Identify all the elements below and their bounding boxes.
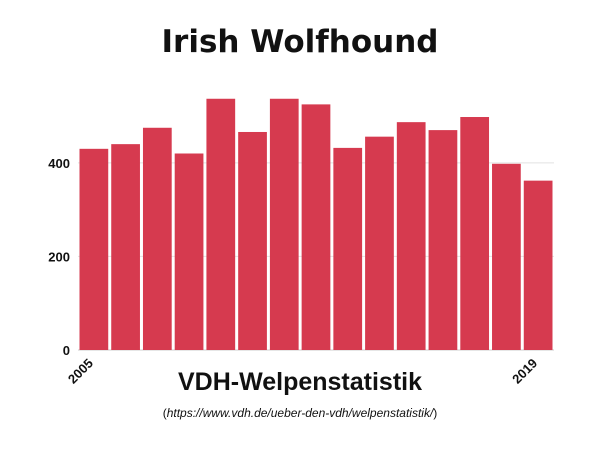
bar-2007: [142, 127, 172, 351]
bar-2012: [301, 104, 331, 351]
bar-2011: [269, 98, 299, 350]
bar-2013: [333, 147, 363, 350]
y-tick-label: 0: [63, 343, 70, 358]
source-title: VDH-Welpenstatistik: [177, 368, 423, 396]
bar-2005: [79, 148, 109, 350]
bar-2019: [523, 180, 553, 350]
bar-2016: [428, 130, 458, 350]
bar-2018: [492, 163, 521, 350]
y-tick-label: 400: [48, 156, 70, 171]
chart-title: Irish Wolfhound: [161, 24, 439, 60]
bars: [79, 98, 553, 351]
bar-2009: [206, 98, 236, 350]
bar-2006: [111, 144, 140, 350]
paren-open: (: [162, 406, 167, 420]
bar-2008: [174, 153, 204, 350]
bar-2017: [460, 117, 490, 350]
bar-2014: [365, 136, 394, 350]
bar-2010: [238, 131, 267, 350]
paren-close: ): [433, 406, 438, 420]
bar-2015: [396, 122, 426, 351]
y-tick-label: 200: [48, 249, 70, 264]
source-url: https://www.vdh.de/ueber-den-vdh/welpens…: [166, 406, 434, 420]
source-url-line: (https://www.vdh.de/ueber-den-vdh/welpen…: [0, 406, 600, 420]
